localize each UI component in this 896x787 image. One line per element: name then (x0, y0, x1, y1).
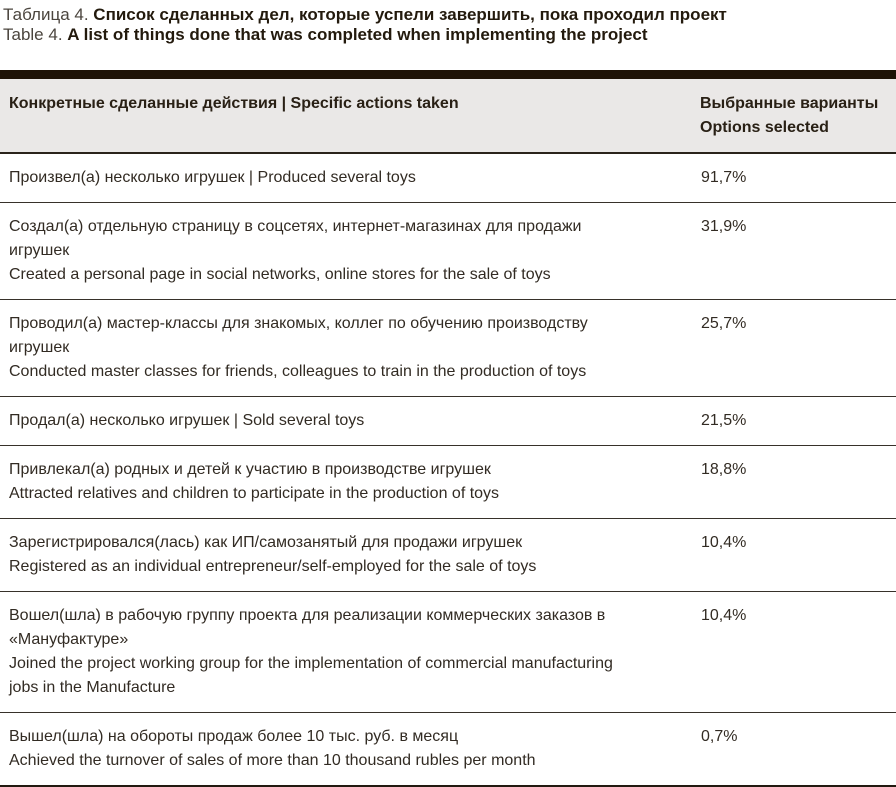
header-row: Конкретные сделанные действия | Specific… (0, 79, 896, 154)
row-text-line: Произвел(а) несколько игрушек | Produced… (9, 169, 416, 186)
row-text-line: Created a personal page in social networ… (9, 266, 551, 283)
row-text-line: Conducted master classes for friends, co… (9, 363, 587, 380)
row-text-line: Attracted relatives and children to part… (9, 485, 500, 502)
table-row: Вошел(шла) в рабочую группу проекта для … (0, 591, 896, 713)
header-options-line-ru: Выбранные варианты (700, 95, 879, 112)
row-text-line: Вошел(шла) в рабочую группу проекта для … (9, 607, 606, 648)
action-cell: Вошел(шла) в рабочую группу проекта для … (0, 591, 692, 713)
value-cell: 10,4% (692, 518, 896, 592)
actions-table: Конкретные сделанные действия | Specific… (0, 79, 896, 787)
value-cell: 10,4% (692, 591, 896, 713)
value-cell: 21,5% (692, 396, 896, 446)
action-cell: Зарегистрировался(лась) как ИП/самозанят… (0, 518, 692, 592)
value-cell: 18,8% (692, 445, 896, 519)
data-table-container: Конкретные сделанные действия | Specific… (0, 70, 896, 787)
header-cell-actions: Конкретные сделанные действия | Specific… (0, 79, 692, 154)
row-text-line: Зарегистрировался(лась) как ИП/самозанят… (9, 534, 523, 551)
table-row: Зарегистрировался(лась) как ИП/самозанят… (0, 518, 896, 592)
table-header: Конкретные сделанные действия | Specific… (0, 79, 896, 154)
table-body: Произвел(а) несколько игрушек | Produced… (0, 153, 896, 787)
row-text-line: Продал(а) несколько игрушек | Sold sever… (9, 412, 365, 429)
row-text-line: Joined the project working group for the… (9, 655, 613, 696)
header-cell-options: Выбранные варианты Options selected (692, 79, 896, 154)
header-options-line-en: Options selected (700, 119, 829, 136)
caption-line-en: Table 4. A list of things done that was … (3, 25, 886, 45)
action-cell: Привлекал(а) родных и детей к участию в … (0, 445, 692, 519)
value-cell: 91,7% (692, 153, 896, 203)
value-cell: 0,7% (692, 712, 896, 787)
table-row: Произвел(а) несколько игрушек | Produced… (0, 153, 896, 203)
value-cell: 25,7% (692, 299, 896, 397)
table-row: Создал(а) отдельную страницу в соцсетях,… (0, 202, 896, 300)
action-cell: Создал(а) отдельную страницу в соцсетях,… (0, 202, 692, 300)
caption-line-ru: Таблица 4. Список сделанных дел, которые… (3, 5, 886, 25)
caption-title-ru: Список сделанных дел, которые успели зав… (93, 5, 727, 24)
caption-label-en: Table 4. (3, 25, 63, 44)
row-text-line: Создал(а) отдельную страницу в соцсетях,… (9, 218, 582, 259)
caption-label-ru: Таблица 4. (3, 5, 89, 24)
action-cell: Произвел(а) несколько игрушек | Produced… (0, 153, 692, 203)
table-caption: Таблица 4. Список сделанных дел, которые… (0, 0, 896, 45)
table-row: Вышел(шла) на обороты продаж более 10 ты… (0, 712, 896, 787)
row-text-line: Привлекал(а) родных и детей к участию в … (9, 461, 491, 478)
row-text-line: Achieved the turnover of sales of more t… (9, 752, 536, 769)
table-row: Привлекал(а) родных и детей к участию в … (0, 445, 896, 519)
row-text-line: Проводил(а) мастер-классы для знакомых, … (9, 315, 588, 356)
action-cell: Вышел(шла) на обороты продаж более 10 ты… (0, 712, 692, 787)
row-text-line: Registered as an individual entrepreneur… (9, 558, 537, 575)
table-row: Продал(а) несколько игрушек | Sold sever… (0, 396, 896, 446)
action-cell: Продал(а) несколько игрушек | Sold sever… (0, 396, 692, 446)
table-top-rule (0, 70, 896, 79)
action-cell: Проводил(а) мастер-классы для знакомых, … (0, 299, 692, 397)
caption-title-en: A list of things done that was completed… (67, 25, 648, 44)
row-text-line: Вышел(шла) на обороты продаж более 10 ты… (9, 728, 459, 745)
table-row: Проводил(а) мастер-классы для знакомых, … (0, 299, 896, 397)
value-cell: 31,9% (692, 202, 896, 300)
